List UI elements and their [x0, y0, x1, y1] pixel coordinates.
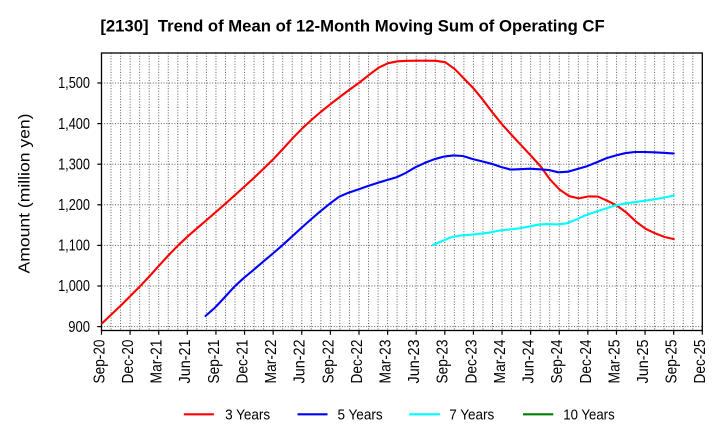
svg-text:7 Years: 7 Years — [449, 407, 494, 423]
svg-text:Dec-25: Dec-25 — [692, 340, 709, 384]
svg-text:Jun-24: Jun-24 — [521, 339, 538, 383]
svg-text:Amount (million yen): Amount (million yen) — [17, 114, 34, 274]
svg-text:1,000: 1,000 — [58, 278, 90, 295]
svg-text:1,100: 1,100 — [58, 238, 90, 255]
svg-text:Dec-24: Dec-24 — [578, 339, 595, 383]
svg-text:Mar-25: Mar-25 — [606, 340, 623, 384]
svg-text:Mar-22: Mar-22 — [263, 340, 280, 384]
svg-text:Dec-21: Dec-21 — [234, 340, 251, 384]
svg-text:3 Years: 3 Years — [225, 407, 270, 423]
svg-text:Jun-25: Jun-25 — [635, 340, 652, 384]
svg-text:Sep-22: Sep-22 — [320, 340, 337, 384]
svg-text:900: 900 — [68, 319, 90, 336]
svg-text:10 Years: 10 Years — [563, 407, 614, 423]
svg-text:Jun-22: Jun-22 — [292, 340, 309, 384]
svg-text:Sep-24: Sep-24 — [549, 339, 566, 383]
svg-text:Mar-23: Mar-23 — [378, 340, 395, 384]
svg-text:Dec-22: Dec-22 — [349, 340, 366, 384]
svg-text:Dec-23: Dec-23 — [463, 340, 480, 384]
svg-text:Dec-20: Dec-20 — [120, 339, 137, 383]
svg-text:Sep-25: Sep-25 — [664, 340, 681, 384]
svg-text:1,200: 1,200 — [58, 197, 90, 214]
svg-text:Sep-23: Sep-23 — [435, 340, 452, 384]
svg-text:Jun-23: Jun-23 — [406, 340, 423, 384]
svg-text:[2130] Trend of Mean of 12-Mo: [2130] Trend of Mean of 12-Month Moving … — [100, 16, 604, 35]
svg-text:Sep-20: Sep-20 — [91, 339, 108, 383]
svg-text:Jun-21: Jun-21 — [177, 340, 194, 384]
svg-text:Sep-21: Sep-21 — [206, 340, 223, 384]
svg-text:Mar-21: Mar-21 — [149, 340, 166, 384]
svg-text:Mar-24: Mar-24 — [492, 339, 509, 383]
svg-text:5 Years: 5 Years — [338, 407, 383, 423]
svg-text:1,400: 1,400 — [58, 116, 90, 133]
svg-text:1,300: 1,300 — [58, 156, 90, 173]
svg-text:1,500: 1,500 — [58, 75, 90, 92]
